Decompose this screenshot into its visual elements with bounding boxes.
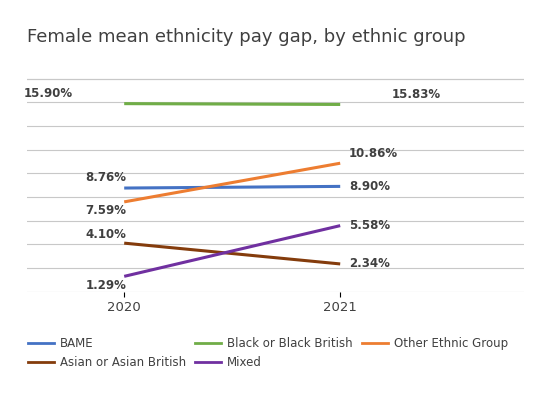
Text: 4.10%: 4.10% (85, 228, 126, 241)
Text: 7.59%: 7.59% (85, 204, 126, 217)
Text: 10.86%: 10.86% (349, 147, 398, 160)
Text: 5.58%: 5.58% (349, 219, 390, 232)
Legend: BAME, Asian or Asian British, Black or Black British, Mixed, Other Ethnic Group: BAME, Asian or Asian British, Black or B… (23, 333, 513, 374)
Text: 8.90%: 8.90% (349, 180, 390, 193)
Text: 15.83%: 15.83% (392, 88, 440, 101)
Text: Female mean ethnicity pay gap, by ethnic group: Female mean ethnicity pay gap, by ethnic… (27, 28, 465, 46)
Text: 1.29%: 1.29% (85, 279, 126, 292)
Text: 2.34%: 2.34% (349, 258, 390, 271)
Text: 15.90%: 15.90% (24, 87, 73, 100)
Text: 8.76%: 8.76% (85, 171, 126, 184)
